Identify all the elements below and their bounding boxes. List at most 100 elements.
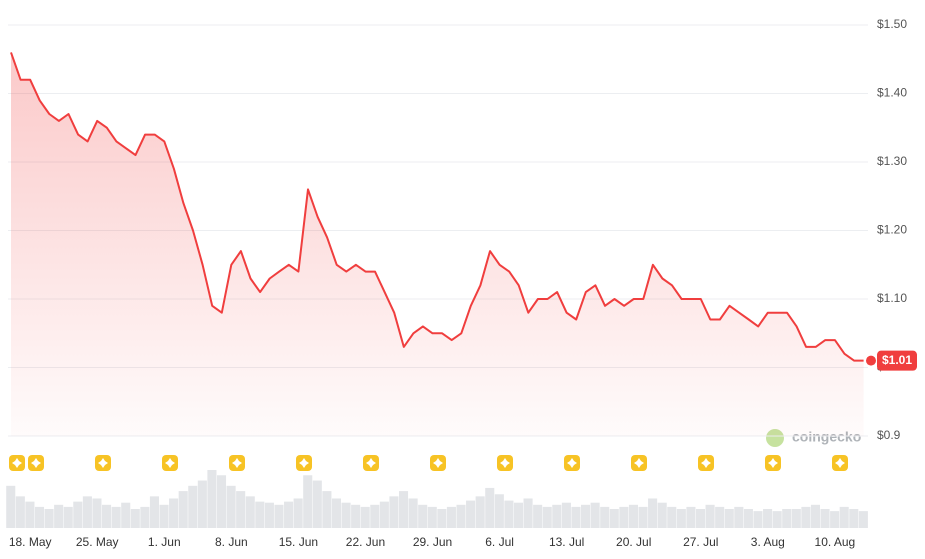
x-tick-label: 8. Jun [215,535,248,549]
volume-bar [398,491,409,528]
volume-bar [791,509,801,528]
volume-bar [15,496,25,528]
volume-bar [169,498,179,528]
volume-bar [657,502,667,528]
y-tick-label: $1.50 [877,17,907,31]
volume-bar [561,502,571,528]
volume-bar [322,491,332,528]
volume-bar [102,504,112,528]
volume-bar [178,491,188,528]
event-icon-star [232,458,242,468]
volume-bar [858,511,868,528]
volume-bar [34,506,45,528]
volume-bar [667,506,677,528]
y-tick-label: $1.20 [877,223,907,237]
volume-bar [437,509,447,528]
volume-bar [92,498,102,528]
volume-bar [743,509,753,528]
event-icon-star [701,458,711,468]
event-icon-star [165,458,175,468]
volume-bar [284,501,294,528]
volume-bar [715,506,725,528]
volume-bar [6,485,16,528]
y-tick-label: $1.30 [877,154,907,168]
volume-bar [466,500,476,528]
x-tick-label: 18. May [9,535,52,549]
volume-bar [140,506,150,528]
area-fill [11,52,864,437]
volume-bar [408,498,418,528]
volume-bar [513,502,524,528]
volume-bar [245,496,255,528]
current-price-badge [877,350,917,371]
event-icon-star [299,458,309,468]
volume-bar [255,501,265,528]
x-tick-label: 10. Aug [815,535,856,549]
volume-bar [724,509,734,528]
volume-bar [475,496,485,528]
event-icon-star [835,458,845,468]
volume-bar [111,506,121,528]
current-price-dot [866,355,876,366]
volume-bar [494,494,504,528]
volume-bar [753,511,763,528]
volume-bar [810,504,821,528]
volume-bar [73,501,83,528]
event-icon-star [31,458,41,468]
volume-bar [600,506,610,528]
y-tick-label: $1.40 [877,86,907,100]
x-tick-label: 22. Jun [346,535,385,549]
volume-bar [504,500,514,528]
volume-bar [197,480,207,528]
volume-bar [331,498,342,528]
volume-bar [648,498,658,528]
volume-bar [303,475,313,528]
volume-bar [121,502,131,528]
x-tick-label: 3. Aug [751,535,785,549]
volume-bar [763,509,773,528]
volume-bar [552,504,562,528]
volume-bar [341,502,351,528]
volume-bar [830,511,840,528]
volume-bar [782,509,792,528]
volume-bar [485,487,495,528]
event-icon-star [634,458,644,468]
y-tick-label: $0.9 [877,428,901,442]
volume-bar [533,504,543,528]
volume-bar [571,506,581,528]
volume-bar [25,501,35,528]
volume-bar [188,485,198,528]
volume-bar [370,504,380,528]
volume-bar [686,506,696,528]
x-tick-label: 25. May [76,535,119,549]
event-icon-star [98,458,108,468]
volume-bar [427,506,437,528]
volume-bar [839,506,849,528]
volume-bar [581,504,591,528]
volume-bar [216,475,227,528]
event-icon-star [366,458,376,468]
event-icon-star [768,458,778,468]
volume-bar [207,470,217,528]
event-icon-star [433,458,443,468]
volume-bar [628,504,638,528]
volume-bar [695,509,706,528]
volume-bar [264,502,274,528]
volume-bar [619,506,629,528]
volume-bar [542,506,552,528]
volume-bar [638,506,648,528]
volume-bar [389,496,399,528]
volume-bar [130,509,140,528]
volume-bar [312,480,322,528]
volume-bar [705,504,715,528]
volume-bar [293,498,303,528]
price-line [10,52,864,362]
x-tick-label: 20. Jul [616,535,651,549]
current-price-label: $1.01 [882,353,912,367]
volume-bar [820,509,830,528]
x-tick-label: 15. Jun [279,535,318,549]
volume-bar [590,502,600,528]
x-tick-label: 6. Jul [485,535,514,549]
volume-bar [379,501,389,528]
event-icon-star [567,458,577,468]
